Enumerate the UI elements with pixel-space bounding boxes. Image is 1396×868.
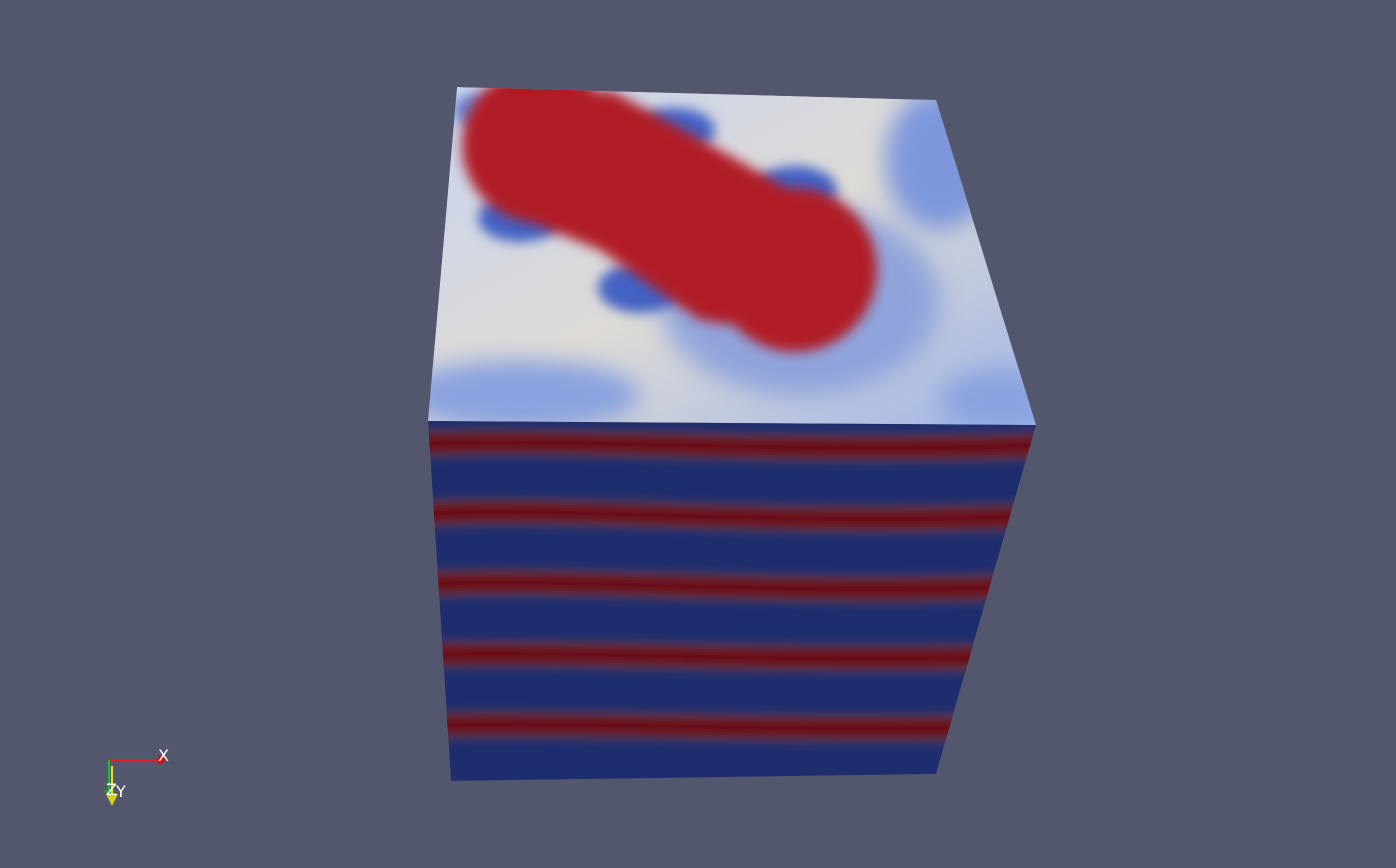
warm-band-rim <box>428 429 1036 462</box>
cube-top-face <box>428 87 1036 425</box>
warm-band <box>428 642 1036 671</box>
warm-band-rim <box>428 640 1036 672</box>
warm-band-rim <box>428 711 1036 742</box>
y-axis-label: Y <box>115 782 126 801</box>
warm-band <box>428 712 1036 741</box>
warm-band <box>428 430 1036 460</box>
cube-front-face <box>428 421 1036 781</box>
x-axis-arrow <box>158 755 168 765</box>
y-axis-arrow <box>106 794 118 806</box>
x-axis-label: X <box>158 746 169 765</box>
warm-band-rim <box>428 569 1036 603</box>
z-axis-label: Z <box>106 780 117 799</box>
orientation-axes: X Y Z <box>104 746 169 806</box>
warm-band-rim <box>428 498 1036 533</box>
